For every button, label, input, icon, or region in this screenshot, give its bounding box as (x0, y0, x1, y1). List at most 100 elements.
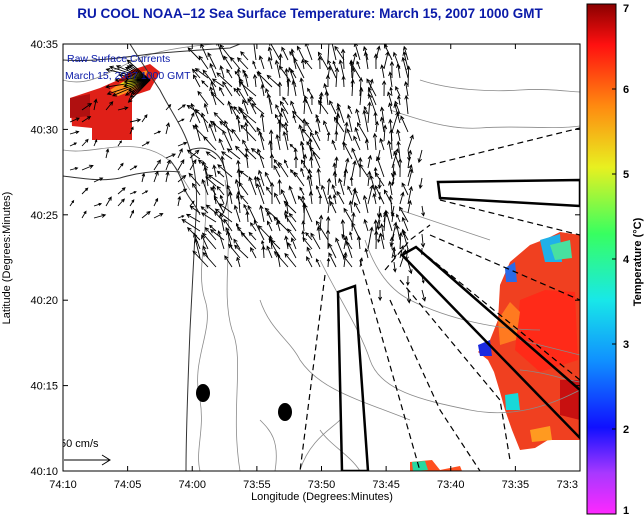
y-tick-label: 40:10 (30, 466, 58, 478)
current-vector (364, 138, 369, 151)
current-vector (291, 79, 297, 97)
current-vector (320, 184, 329, 205)
current-vector (233, 244, 249, 259)
current-vector (177, 195, 182, 207)
current-vector (305, 121, 313, 133)
current-vector (233, 238, 241, 250)
current-vector (402, 45, 409, 61)
current-vector (244, 148, 257, 160)
colorbar-tick-label: 2 (623, 424, 629, 436)
current-vector (356, 235, 362, 250)
current-vector (406, 289, 412, 304)
current-vector (193, 74, 201, 88)
current-vector (231, 128, 241, 142)
current-vector (377, 233, 381, 243)
current-vector (362, 194, 369, 214)
current-vector (420, 233, 426, 248)
current-vector (280, 107, 289, 124)
current-vector (223, 218, 233, 232)
current-vector (203, 135, 217, 151)
current-vector (269, 153, 275, 169)
current-vector (197, 159, 209, 169)
current-vector (247, 98, 257, 115)
current-vector (153, 213, 164, 219)
current-vector (269, 44, 281, 61)
current-vector (367, 154, 373, 169)
x-tick-label: 73:3 (557, 479, 578, 491)
current-vector (105, 101, 114, 111)
current-vector (93, 202, 103, 207)
current-vector (323, 82, 329, 97)
current-vector (302, 237, 313, 250)
current-vector (343, 157, 350, 178)
current-vector (332, 170, 338, 187)
current-vector (239, 170, 249, 178)
current-vector (242, 114, 257, 133)
current-vector (372, 132, 378, 151)
current-vector (105, 196, 112, 207)
current-vector (202, 245, 209, 259)
current-vector (209, 86, 217, 106)
current-vector (388, 71, 393, 88)
current-vector (126, 59, 151, 81)
current-vector (210, 80, 217, 97)
current-vector (205, 176, 217, 187)
current-vector (274, 59, 281, 79)
current-vector (301, 220, 306, 232)
current-vector (331, 184, 337, 196)
current-vector (351, 147, 361, 169)
current-vector (332, 60, 337, 70)
current-vector (117, 162, 124, 171)
current-vector (346, 113, 353, 133)
current-vector (377, 177, 382, 190)
current-vector (217, 164, 233, 178)
current-vector (288, 212, 297, 223)
current-vector (349, 231, 353, 241)
current-vector (353, 189, 361, 205)
current-vector (129, 191, 137, 195)
current-vector (153, 170, 159, 183)
current-vector (404, 94, 409, 115)
current-vector (326, 257, 331, 268)
current-vector (213, 111, 225, 124)
buoy-marker (196, 384, 210, 402)
current-vector (253, 219, 265, 241)
current-vector (345, 240, 353, 259)
current-vector (200, 112, 209, 133)
current-vector (223, 119, 233, 142)
current-vector (357, 122, 369, 142)
current-vector (305, 231, 313, 241)
current-vector (382, 212, 388, 232)
current-vector (236, 159, 241, 178)
current-vector (238, 181, 249, 196)
current-vector (197, 90, 209, 106)
current-vector (252, 60, 257, 70)
x-tick-label: 73:40 (437, 479, 465, 491)
current-vector (315, 258, 321, 268)
current-vector (421, 205, 426, 217)
x-tick-label: 73:45 (372, 479, 400, 491)
current-vector (402, 50, 409, 70)
current-vector (256, 71, 273, 88)
current-vector (69, 166, 79, 171)
y-tick-label: 40:30 (30, 124, 58, 136)
colorbar-ticks: 1 2 3 4 5 6 7 (612, 3, 630, 517)
current-vector (264, 171, 273, 187)
current-vector (341, 75, 346, 88)
current-vector (205, 151, 217, 160)
current-vector (209, 62, 217, 79)
current-vector (418, 177, 423, 190)
current-vector (318, 214, 324, 232)
current-vector (359, 86, 364, 106)
current-vector (187, 47, 201, 61)
current-vector (406, 149, 412, 162)
current-vector (177, 104, 186, 111)
current-vector (326, 215, 331, 232)
current-vector (329, 100, 337, 115)
current-vector (363, 218, 369, 232)
current-vector (363, 51, 369, 70)
x-tick-label: 73:35 (502, 479, 530, 491)
current-vector (250, 222, 257, 232)
surface-current-vectors (69, 44, 427, 304)
